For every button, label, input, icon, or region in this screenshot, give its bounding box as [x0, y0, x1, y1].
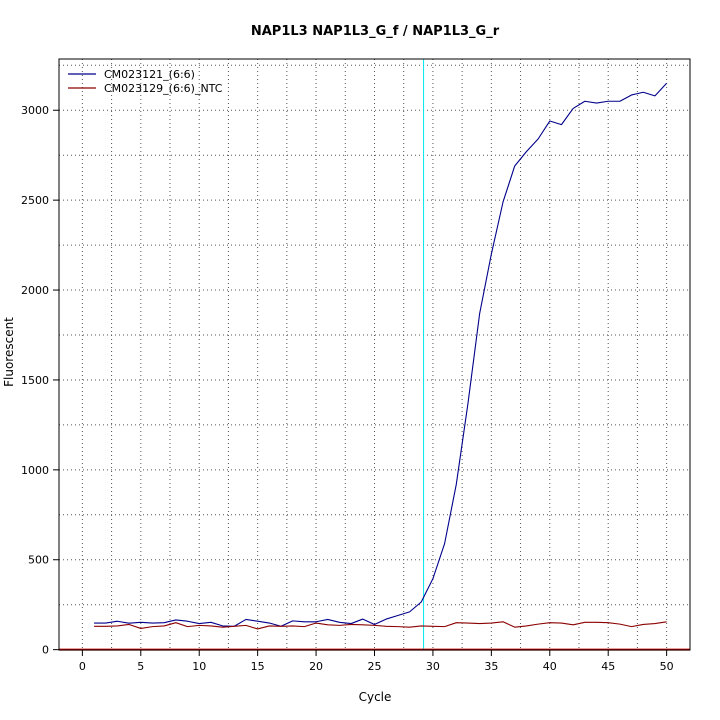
y-tick-label: 3000	[21, 104, 49, 117]
y-tick-label: 0	[42, 644, 49, 657]
x-tick-label: 0	[79, 660, 86, 673]
legend-label-2: CM023129_(6:6)_NTC	[104, 82, 223, 95]
series-lines	[94, 82, 668, 630]
x-tick-label: 30	[426, 660, 440, 673]
x-tick-label: 25	[368, 660, 382, 673]
x-axis: 0 5 10 15 20 25 30 35 40 45 50	[79, 650, 674, 673]
x-axis-title: Cycle	[359, 690, 392, 704]
y-axis: 0 500 1000 1500 2000 2500 3000	[21, 104, 59, 657]
x-tick-label: 40	[543, 660, 557, 673]
chart-title: NAP1L3 NAP1L3_G_f / NAP1L3_G_r	[251, 24, 500, 39]
y-axis-title: Fluorescent	[2, 317, 16, 387]
y-tick-label: 500	[28, 554, 49, 567]
x-tick-label: 50	[660, 660, 674, 673]
x-tick-label: 20	[309, 660, 323, 673]
legend-label-1: CM023121_(6:6)	[104, 68, 195, 81]
y-tick-label: 2500	[21, 194, 49, 207]
y-tick-label: 2000	[21, 284, 49, 297]
x-tick-label: 10	[192, 660, 206, 673]
grid-lines	[59, 59, 690, 651]
series-line-2	[94, 621, 667, 630]
x-tick-label: 15	[251, 660, 265, 673]
x-tick-label: 45	[601, 660, 615, 673]
x-tick-label: 35	[484, 660, 498, 673]
y-tick-label: 1500	[21, 374, 49, 387]
x-tick-label: 5	[137, 660, 144, 673]
series-line-1	[94, 82, 668, 627]
y-tick-label: 1000	[21, 464, 49, 477]
legend: CM023121_(6:6)CM023129_(6:6)_NTC	[68, 68, 223, 95]
